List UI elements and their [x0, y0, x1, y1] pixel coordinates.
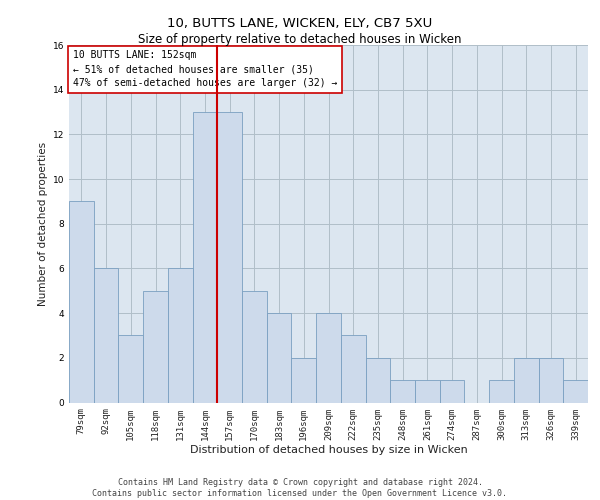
Bar	[168, 268, 193, 402]
Bar	[489, 380, 514, 402]
Bar	[267, 313, 292, 402]
Bar	[440, 380, 464, 402]
Bar	[539, 358, 563, 403]
Bar	[341, 336, 365, 402]
Bar	[94, 268, 118, 402]
Bar	[514, 358, 539, 403]
Text: Size of property relative to detached houses in Wicken: Size of property relative to detached ho…	[138, 32, 462, 46]
Bar	[118, 336, 143, 402]
Bar	[292, 358, 316, 403]
Bar	[242, 291, 267, 403]
Bar	[365, 358, 390, 403]
Text: 10, BUTTS LANE, WICKEN, ELY, CB7 5XU: 10, BUTTS LANE, WICKEN, ELY, CB7 5XU	[167, 18, 433, 30]
Bar	[143, 291, 168, 403]
Bar	[415, 380, 440, 402]
X-axis label: Distribution of detached houses by size in Wicken: Distribution of detached houses by size …	[190, 445, 467, 455]
Text: 10 BUTTS LANE: 152sqm
← 51% of detached houses are smaller (35)
47% of semi-deta: 10 BUTTS LANE: 152sqm ← 51% of detached …	[73, 50, 338, 88]
Text: Contains HM Land Registry data © Crown copyright and database right 2024.
Contai: Contains HM Land Registry data © Crown c…	[92, 478, 508, 498]
Bar	[316, 313, 341, 402]
Bar	[563, 380, 588, 402]
Bar	[69, 202, 94, 402]
Bar	[193, 112, 217, 403]
Bar	[390, 380, 415, 402]
Y-axis label: Number of detached properties: Number of detached properties	[38, 142, 49, 306]
Bar	[217, 112, 242, 403]
